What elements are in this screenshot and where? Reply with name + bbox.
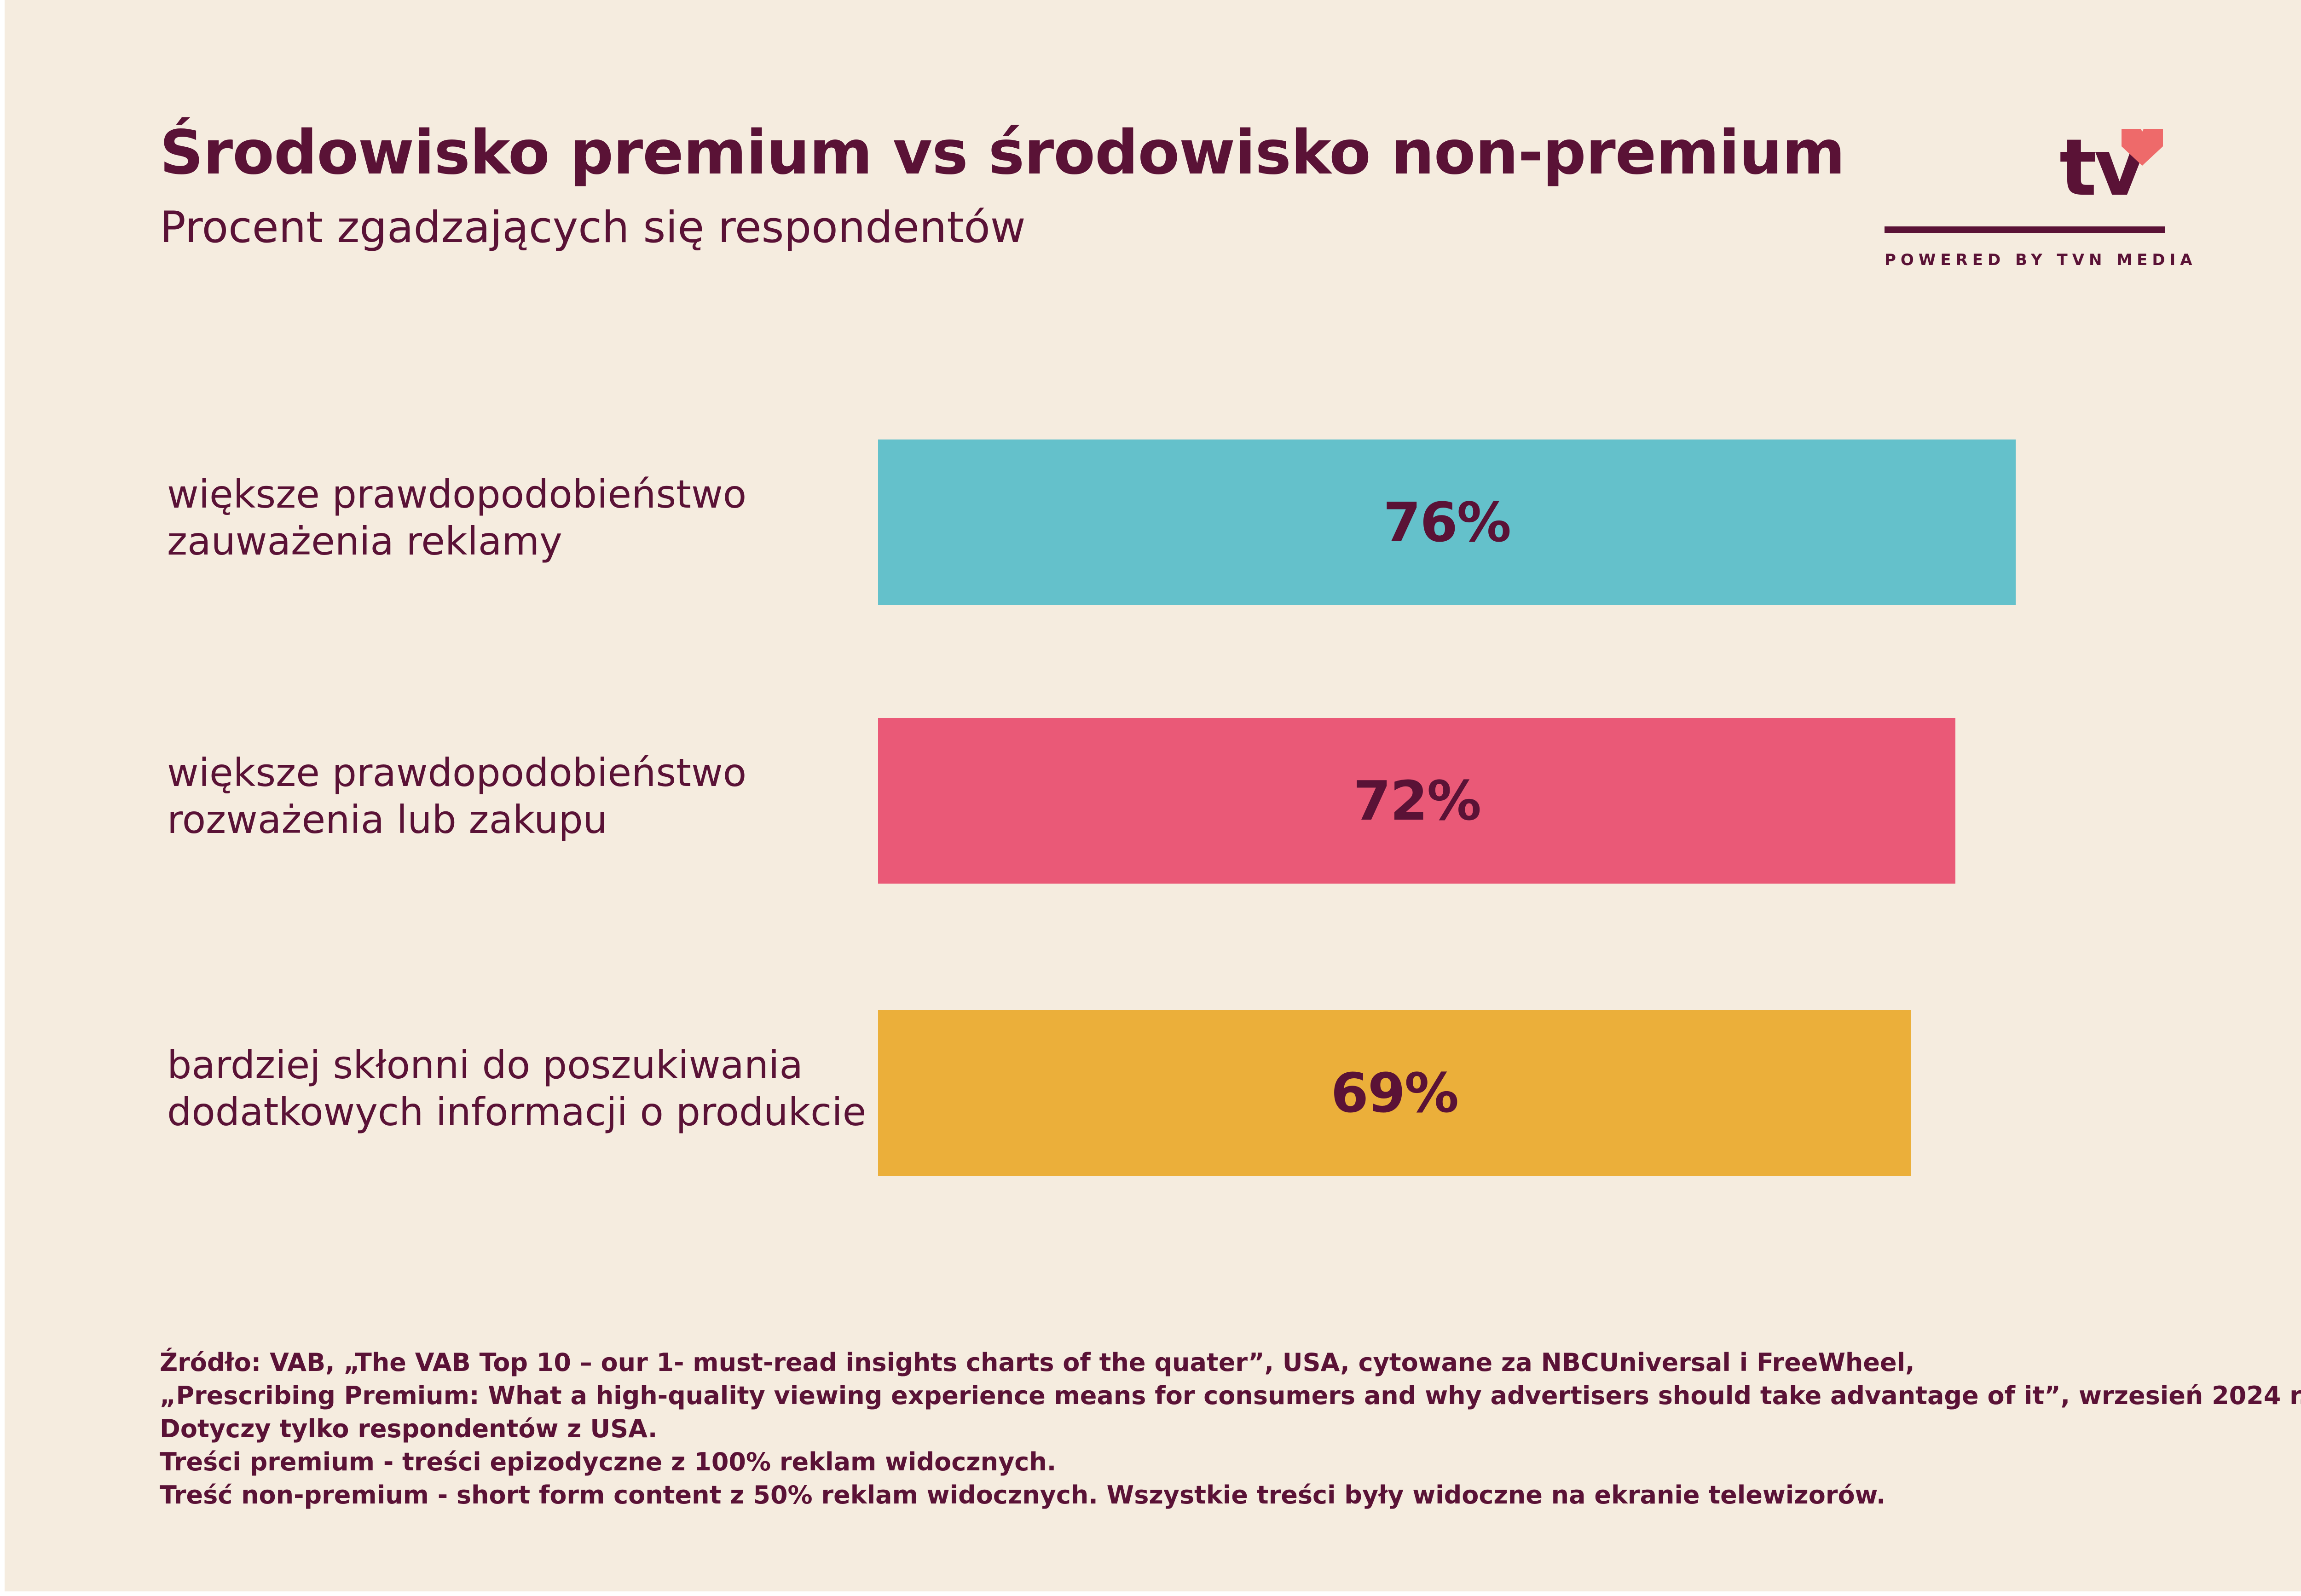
- category-label: bardziej skłonni do poszukiwania dodatkow…: [167, 1041, 866, 1135]
- category-label: większe prawdopodobieństwo rozważenia lub…: [167, 749, 746, 843]
- page-subtitle: Procent zgadzających się respondentów: [160, 202, 1026, 253]
- category-label: większe prawdopodobieństwo zauważenia rek…: [167, 471, 746, 565]
- logo-caption: POWERED BY TVN MEDIA: [1885, 251, 2197, 269]
- category-label-line: zauważenia reklamy: [167, 519, 562, 564]
- heart-icon: [2122, 129, 2163, 166]
- category-label-line: większe prawdopodobieństwo: [167, 750, 747, 795]
- category-label-line: większe prawdopodobieństwo: [167, 472, 747, 517]
- bar-value-label: 72%: [1353, 769, 1481, 833]
- bar: [878, 718, 1956, 884]
- page-title: Środowisko premium vs środowisko non-pre…: [160, 117, 1845, 188]
- footnote-line: Treść non-premium - short form content z…: [160, 1480, 1886, 1509]
- bar-value-label: 69%: [1330, 1061, 1459, 1125]
- footnote-line: Źródło: VAB, „The VAB Top 10 – our 1- mu…: [160, 1348, 1915, 1377]
- brand-logo: tv POWERED BY TVN MEDIA: [1885, 124, 2192, 281]
- footnote-line: Treści premium - treści epizodyczne z 10…: [160, 1447, 1057, 1476]
- bar-value-label: 76%: [1383, 491, 1511, 554]
- logo-divider: [1885, 226, 2165, 233]
- category-label-line: rozważenia lub zakupu: [167, 797, 607, 842]
- bar: [878, 1010, 1911, 1176]
- infographic-page: Środowisko premium vs środowisko non-pre…: [5, 0, 2301, 1591]
- footnote-line: Dotyczy tylko respondentów z USA.: [160, 1414, 658, 1443]
- footnote-line: „Prescribing Premium: What a high-qualit…: [160, 1381, 2301, 1410]
- bar: [878, 439, 2016, 605]
- source-footnote: Źródło: VAB, „The VAB Top 10 – our 1- mu…: [160, 1346, 2301, 1512]
- category-label-line: dodatkowych informacji o produkcie: [167, 1089, 867, 1134]
- bar-chart: 76% większe prawdopodobieństwo zauważenia …: [5, 0, 2301, 1591]
- category-label-line: bardziej skłonni do poszukiwania: [167, 1042, 803, 1087]
